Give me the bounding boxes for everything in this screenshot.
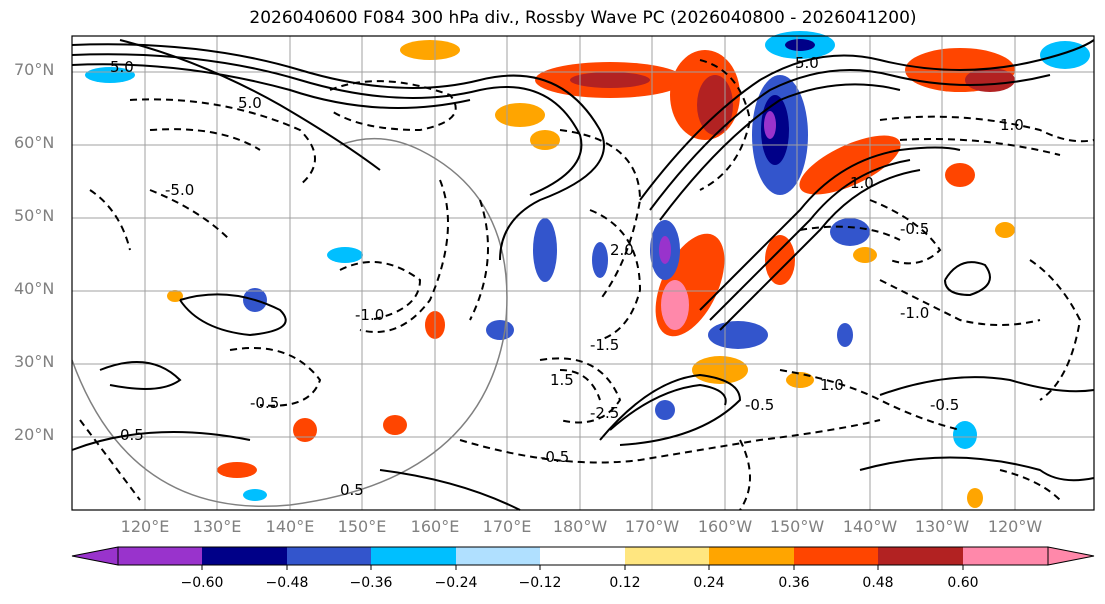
colorbar-segment [287,547,371,565]
contour-label: 0.5 [120,426,144,444]
contour-label: 0.5 [340,481,364,499]
contour-label: 1.0 [1000,116,1024,134]
colorbar-tick-label: 0.60 [947,575,979,591]
lat-label: 30°N [14,352,55,371]
lat-label: 40°N [14,279,55,298]
colorbar-tick-label: −0.24 [434,575,478,591]
contour-label: -1.0 [900,304,929,322]
graticule [72,36,1094,510]
colorbar-tick-label: −0.48 [265,575,309,591]
contour-label: 5.0 [110,58,134,76]
colorbar-segment [540,547,625,565]
contour-labels: 5.0 5.0 -1.0 1.5 -0.5 -0.5 0.5 2.0 -1.0 … [110,54,1024,499]
colorbar-tick-label: −0.12 [518,575,562,591]
contour-label: 1.0 [820,376,844,394]
divergence-shading [85,31,1090,508]
contour-label: -0.5 [930,396,959,414]
contour-label: 1.5 [550,371,574,389]
colorbar-segment [456,547,540,565]
colorbar-tick-label: 0.24 [693,575,725,591]
lon-label: 140°E [265,517,315,536]
map-title: 2026040600 F084 300 hPa div., Rossby Wav… [249,8,917,28]
lat-label: 50°N [14,206,55,225]
colorbar-tick-label: 0.12 [609,575,641,591]
contour-label: -2.5 [590,404,619,422]
contour-label: -0.5 [900,220,929,238]
contour-label: -0.5 [250,394,279,412]
colorbar-segment [963,547,1048,565]
contour-label: 5.0 [795,54,819,72]
contour-label: -1.5 [590,336,619,354]
colorbar-frame [117,546,1049,566]
colorbar-tick-label: 0.36 [778,575,810,591]
lon-label: 150°E [337,517,387,536]
negative-contours [79,59,1095,511]
colorbar-segment [625,547,709,565]
lat-label: 60°N [14,133,55,152]
colorbar [71,546,1095,570]
colorbar-segment [878,547,963,565]
lon-label: 180°W [552,517,608,536]
lon-label: 150°W [769,517,825,536]
colorbar-extend-right [1047,546,1095,566]
colorbar-segment [371,547,456,565]
colorbar-segment [118,547,202,565]
lat-label: 70°N [14,60,55,79]
contour-label: 5.0 [238,94,262,112]
region-outline-arc [71,137,508,507]
lon-label: 130°E [192,517,242,536]
map-frame [71,35,1095,511]
colorbar-segment [202,547,287,565]
lon-label: 140°W [842,517,898,536]
contour-label: -0.5 [745,396,774,414]
contour-label: 2.0 [610,241,634,259]
lon-label: 120°W [987,517,1043,536]
colorbar-segment [794,547,878,565]
lon-label: 160°E [410,517,460,536]
lon-label: 120°E [120,517,170,536]
positive-contours [71,39,1095,511]
lat-label: 20°N [14,425,55,444]
contour-label: -1.0 [355,306,384,324]
contour-label: -0.5 [540,448,569,466]
colorbar-tick-label: 0.48 [862,575,894,591]
plot-area: 5.0 5.0 -1.0 1.5 -0.5 -0.5 0.5 2.0 -1.0 … [71,31,1095,511]
contour-label: -5.0 [165,181,194,199]
colorbar-extend-left [71,546,119,566]
lon-label: 130°W [914,517,970,536]
colorbar-tick-label: −0.36 [349,575,393,591]
colorbar-tick-label: −0.60 [180,575,224,591]
lon-label: 170°E [482,517,532,536]
lon-label: 170°W [624,517,680,536]
contour-label: 1.0 [850,174,874,192]
lon-label: 160°W [697,517,753,536]
colorbar-segment [709,547,794,565]
